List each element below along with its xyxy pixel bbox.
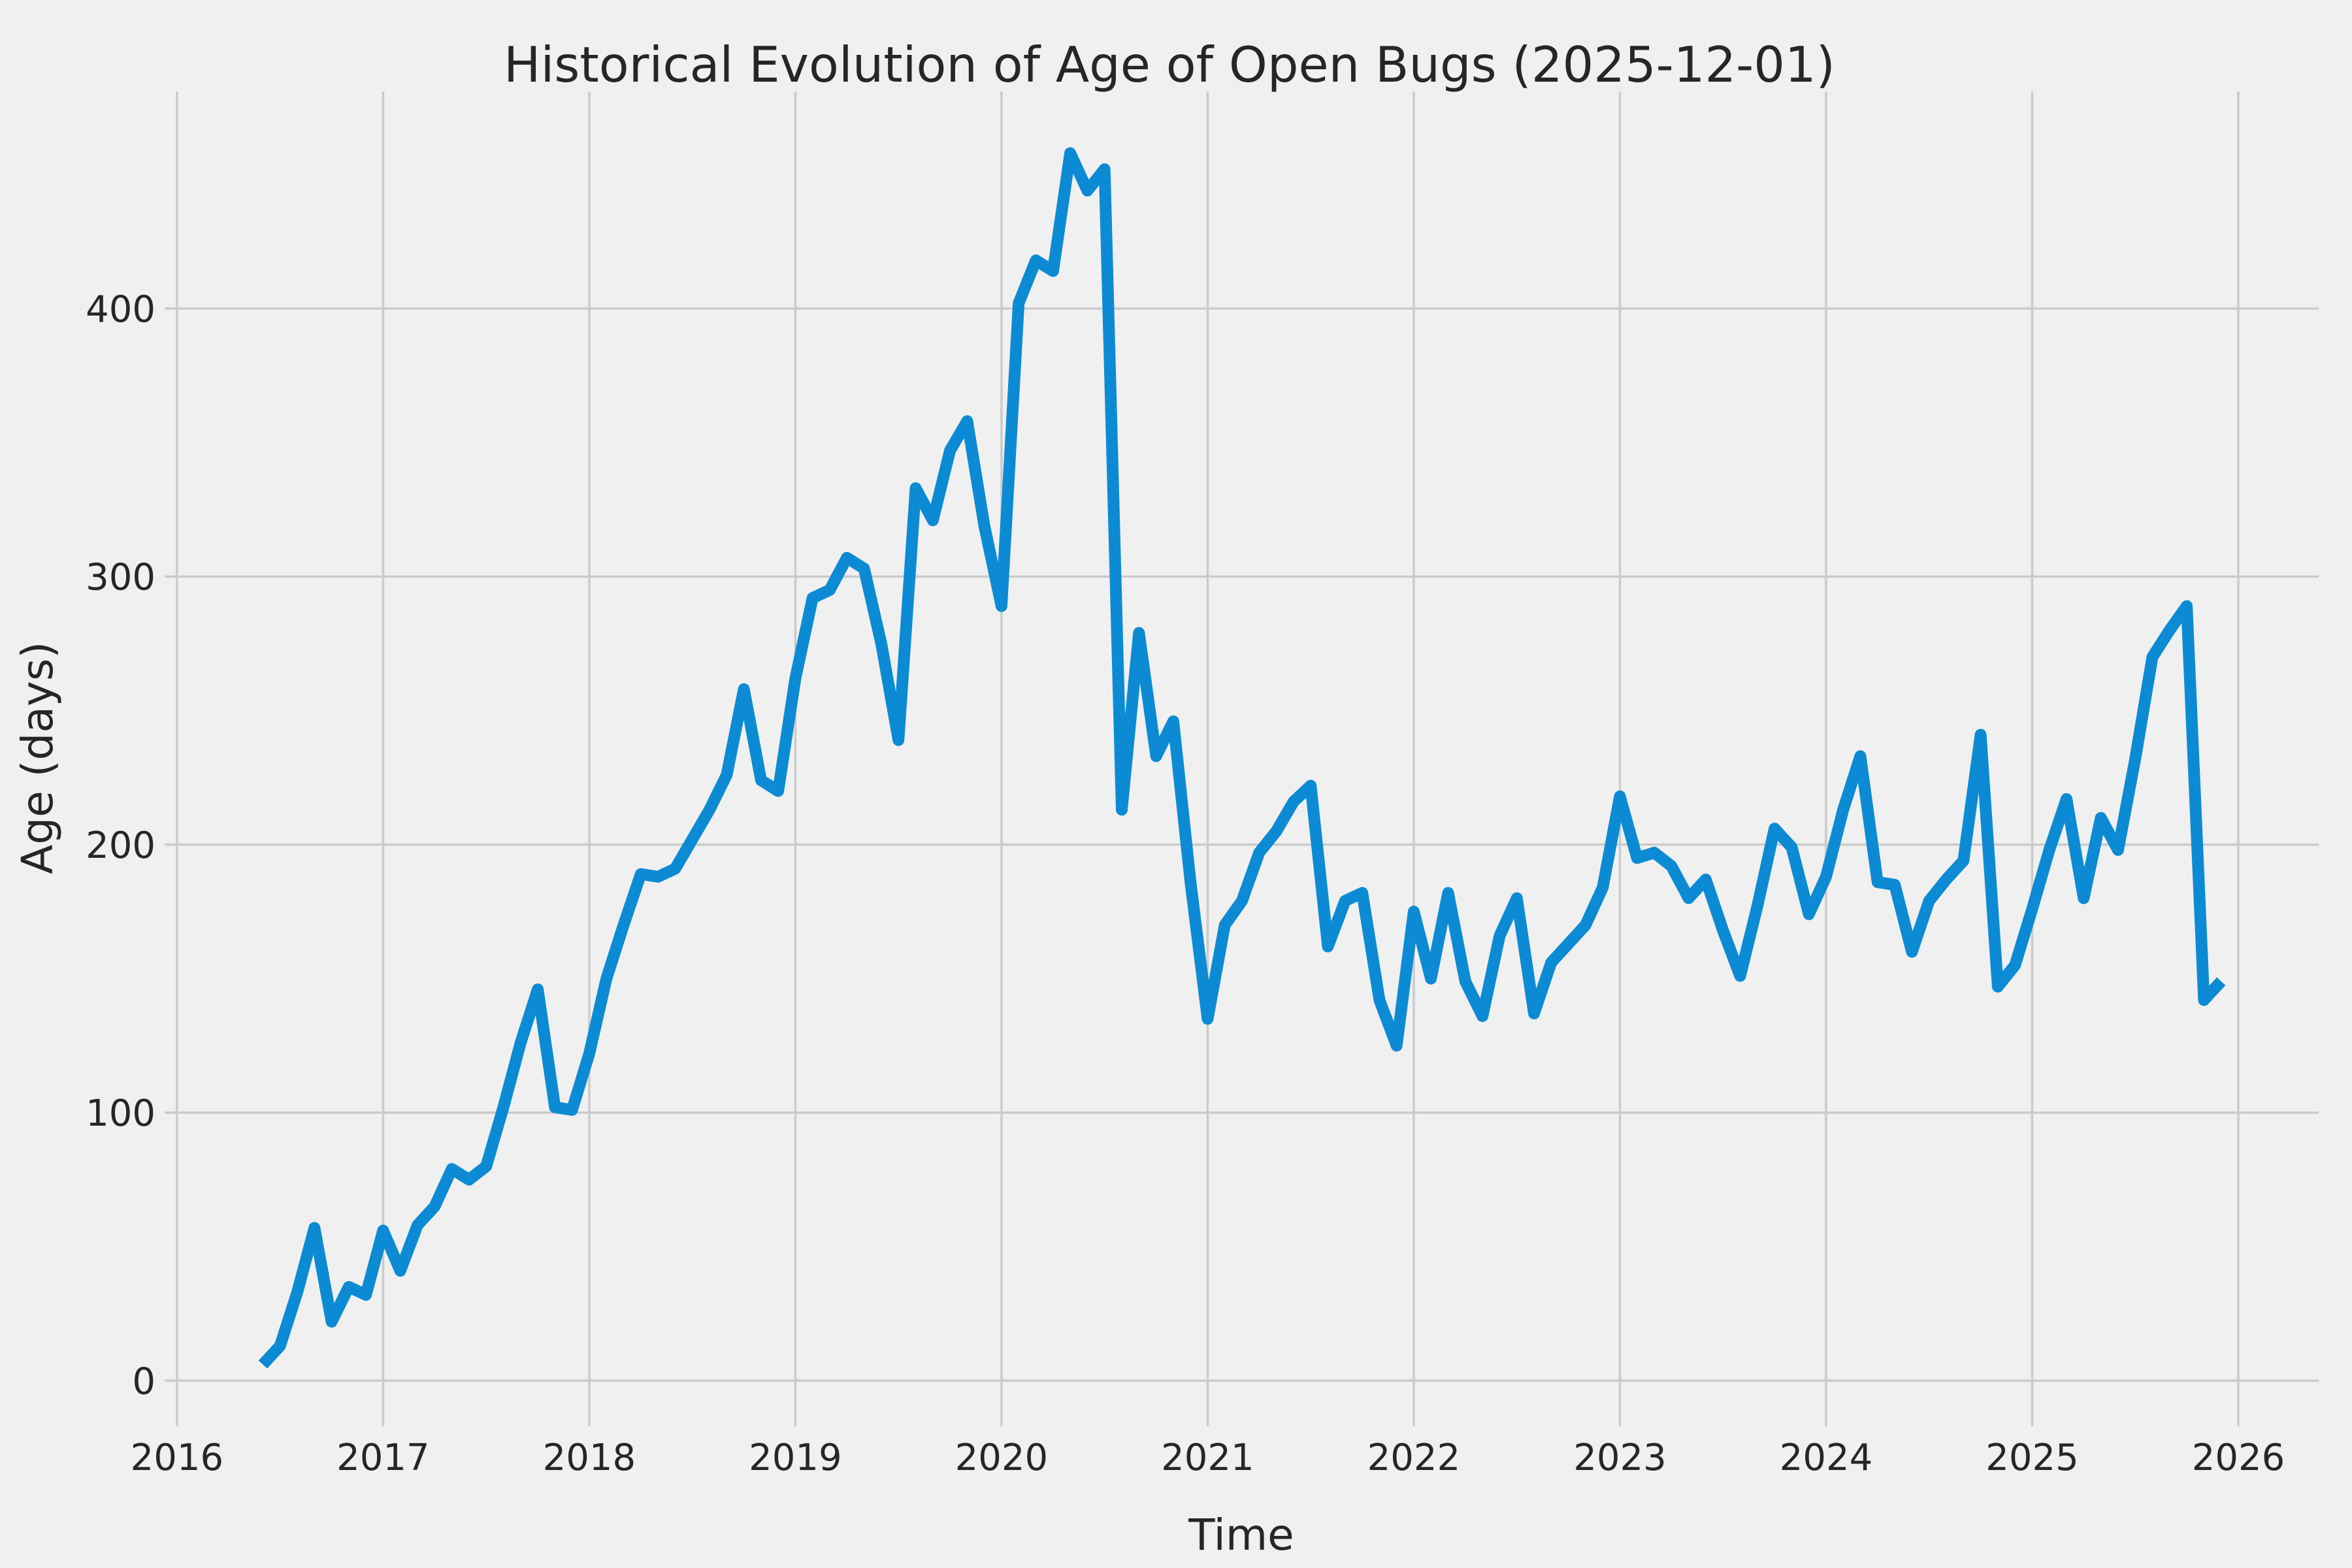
data-line xyxy=(258,147,2226,1369)
x-tick-label: 2020 xyxy=(955,1437,1049,1479)
x-tick-label: 2016 xyxy=(131,1437,224,1479)
y-tick-label: 400 xyxy=(86,288,155,331)
y-axis-label: Age (days) xyxy=(12,642,63,874)
x-tick-label: 2019 xyxy=(749,1437,842,1479)
x-axis-tick-labels: 2016 2017 2018 2019 2020 2021 2022 2023 2024 2025… xyxy=(131,1437,2285,1479)
y-axis-tick-labels: 0 100 200 300 400 xyxy=(86,288,155,1403)
x-tick-label: 2022 xyxy=(1367,1437,1461,1479)
x-tick-label: 2025 xyxy=(1985,1437,2079,1479)
x-tick-label: 2017 xyxy=(336,1437,430,1479)
x-tick-label: 2026 xyxy=(2192,1437,2285,1479)
gridlines xyxy=(165,91,2319,1426)
x-tick-label: 2018 xyxy=(543,1437,636,1479)
x-tick-label: 2023 xyxy=(1573,1437,1667,1479)
chart-title: Historical Evolution of Age of Open Bugs… xyxy=(504,36,1835,93)
y-tick-label: 100 xyxy=(86,1092,155,1135)
y-tick-label: 0 xyxy=(132,1360,155,1403)
y-tick-label: 300 xyxy=(86,557,155,599)
x-tick-label: 2021 xyxy=(1161,1437,1254,1479)
x-axis-label: Time xyxy=(1188,1510,1294,1560)
y-tick-label: 200 xyxy=(86,825,155,867)
x-tick-label: 2024 xyxy=(1780,1437,1873,1479)
plot-area xyxy=(165,91,2319,1426)
